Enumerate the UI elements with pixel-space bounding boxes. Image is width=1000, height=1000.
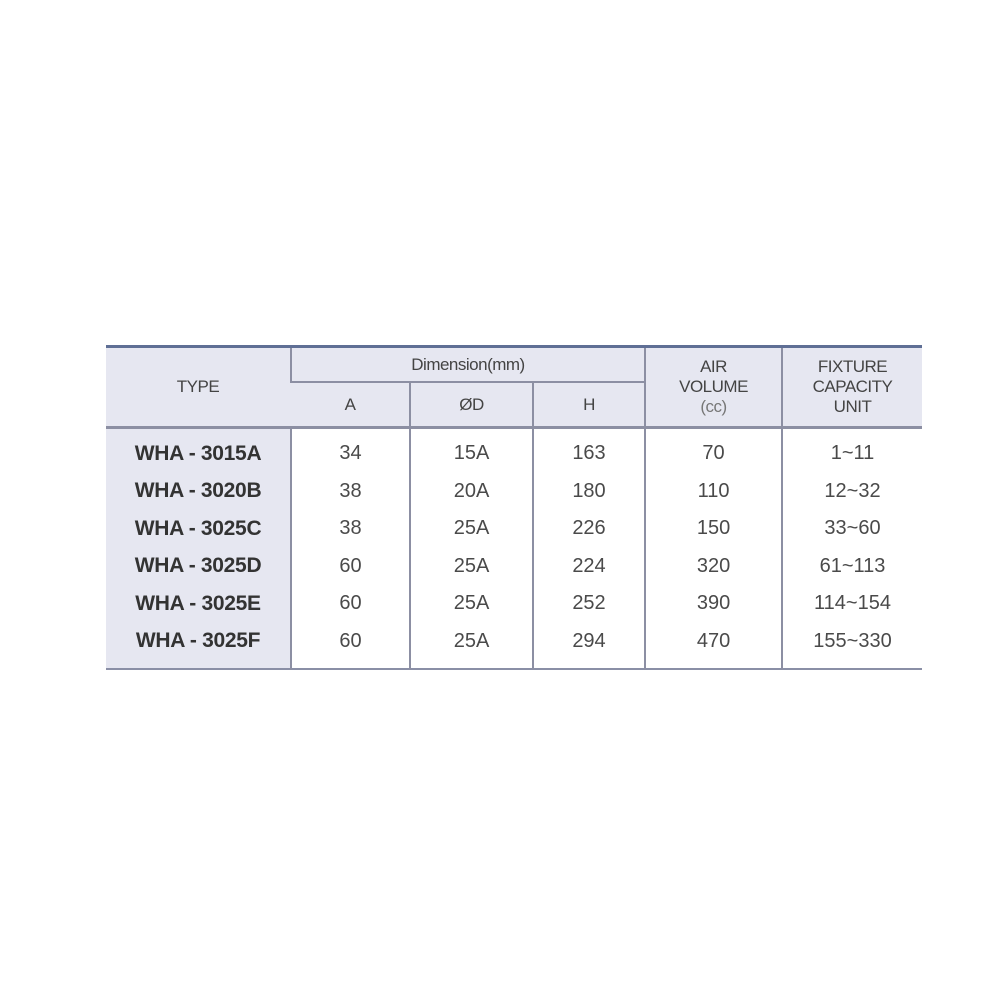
- cell-air: 320: [644, 547, 783, 585]
- cell-fixture: 33~60: [781, 510, 923, 548]
- cell-d: 25A: [409, 510, 533, 548]
- cell-a: 38: [290, 472, 410, 510]
- cell-a: 60: [290, 547, 410, 585]
- cell-air: 110: [644, 472, 783, 510]
- table-row: WHA - 3025E 60 25A 252 390 114~154: [106, 585, 923, 623]
- cell-type: WHA - 3025D: [106, 547, 291, 585]
- table-row: WHA - 3025C 38 25A 226 150 33~60: [106, 510, 923, 548]
- specification-table: TYPE Dimension(mm) AIR VOLUME (cc) FIXTU…: [106, 345, 923, 670]
- table-row: WHA - 3020B 38 20A 180 110 12~32: [106, 472, 923, 510]
- header-fixture-line3: UNIT: [833, 397, 872, 416]
- cell-fixture: 1~11: [781, 427, 923, 473]
- cell-a: 60: [290, 622, 410, 669]
- cell-air: 470: [644, 622, 783, 669]
- cell-d: 15A: [409, 427, 533, 473]
- header-h: H: [531, 381, 646, 429]
- table-row: WHA - 3025D 60 25A 224 320 61~113: [106, 547, 923, 585]
- header-type: TYPE: [106, 346, 291, 429]
- header-fixture-line2: CAPACITY: [812, 377, 893, 396]
- header-air-line1: AIR: [700, 357, 727, 376]
- cell-h: 252: [531, 585, 646, 623]
- cell-type: WHA - 3025C: [106, 510, 291, 548]
- cell-h: 294: [531, 622, 646, 669]
- cell-type: WHA - 3020B: [106, 472, 291, 510]
- cell-fixture: 155~330: [781, 622, 923, 669]
- cell-air: 390: [644, 585, 783, 623]
- cell-fixture: 61~113: [781, 547, 923, 585]
- cell-air: 70: [644, 427, 783, 473]
- cell-fixture: 114~154: [781, 585, 923, 623]
- cell-type: WHA - 3025E: [106, 585, 291, 623]
- header-dimension: Dimension(mm): [289, 346, 646, 382]
- cell-h: 180: [531, 472, 646, 510]
- cell-d: 25A: [409, 547, 533, 585]
- cell-d: 25A: [409, 585, 533, 623]
- header-d: ØD: [409, 381, 533, 429]
- cell-type: WHA - 3025F: [106, 622, 291, 669]
- table-row: WHA - 3025F 60 25A 294 470 155~330: [106, 622, 923, 669]
- cell-h: 224: [531, 547, 646, 585]
- header-air-volume: AIR VOLUME (cc): [644, 346, 783, 429]
- cell-a: 38: [290, 510, 410, 548]
- cell-d: 20A: [409, 472, 533, 510]
- header-fixture-capacity: FIXTURE CAPACITY UNIT: [781, 346, 923, 429]
- cell-a: 60: [290, 585, 410, 623]
- header-air-unit: (cc): [700, 397, 727, 416]
- header-fixture-line1: FIXTURE: [817, 357, 888, 376]
- cell-d: 25A: [409, 622, 533, 669]
- cell-type: WHA - 3015A: [106, 427, 291, 473]
- cell-a: 34: [290, 427, 410, 473]
- table-row: WHA - 3015A 34 15A 163 70 1~11: [106, 427, 923, 473]
- cell-fixture: 12~32: [781, 472, 923, 510]
- cell-h: 226: [531, 510, 646, 548]
- header-air-line2: VOLUME: [679, 377, 748, 396]
- cell-air: 150: [644, 510, 783, 548]
- cell-h: 163: [531, 427, 646, 473]
- header-a: A: [291, 381, 410, 429]
